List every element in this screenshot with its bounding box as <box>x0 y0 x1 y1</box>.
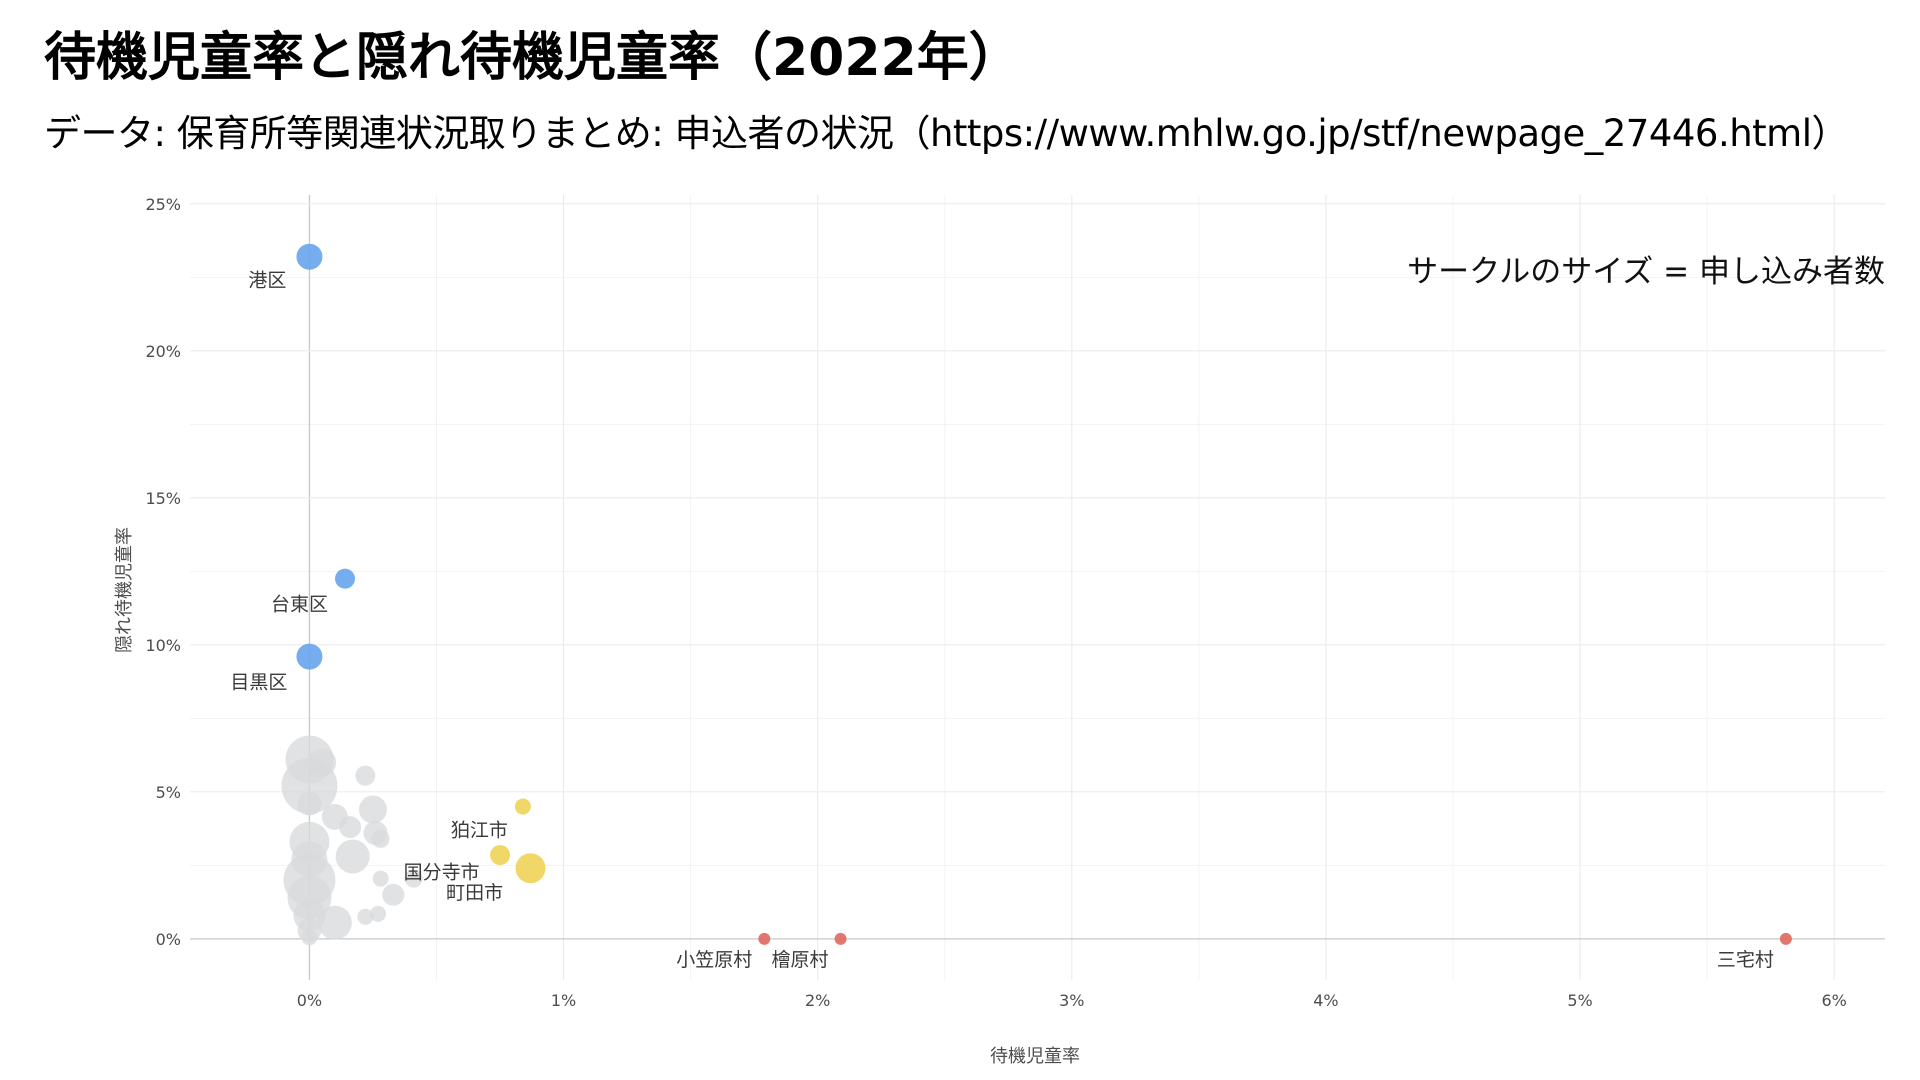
data-point <box>357 908 374 925</box>
axis-ticks: 0% 1% 2% 3% 4% 5% 6% 0% 5% 10% 15% 20% 25% <box>145 195 1846 1010</box>
data-points <box>281 243 1792 946</box>
data-point-狛江市 <box>514 798 531 815</box>
y-tick-label: 15% <box>145 489 181 508</box>
chart-title: 待機児童率と隠れ待機児童率（2022年） <box>44 28 1021 88</box>
x-tick-label: 3% <box>1059 991 1084 1010</box>
point-label: 檜原村 <box>772 948 829 971</box>
y-tick-label: 10% <box>145 636 181 655</box>
x-tick-label: 0% <box>297 991 322 1010</box>
chart-subtitle: データ: 保育所等関連状況取りまとめ: 申込者の状況（https://www.m… <box>44 112 1849 155</box>
x-tick-label: 2% <box>805 991 830 1010</box>
point-label: 狛江市 <box>451 820 508 842</box>
x-tick-label: 1% <box>551 991 576 1010</box>
data-point <box>297 791 322 816</box>
y-tick-label: 25% <box>145 195 181 214</box>
y-tick-label: 5% <box>156 783 181 802</box>
data-point <box>308 748 337 777</box>
data-point-台東区 <box>335 568 356 589</box>
point-label: 三宅村 <box>1717 949 1774 971</box>
point-label: 町田市 <box>446 882 503 904</box>
data-point-檜原村 <box>834 932 847 945</box>
size-legend-annotation: サークルのサイズ = 申し込み者数 <box>1407 254 1885 290</box>
data-point <box>371 829 390 848</box>
data-point <box>515 853 546 884</box>
point-label: 目黒区 <box>230 672 287 694</box>
x-tick-label: 5% <box>1567 991 1592 1010</box>
grid-lines <box>190 195 1885 980</box>
x-tick-label: 6% <box>1821 991 1846 1010</box>
data-point <box>358 795 387 824</box>
x-tick-label: 4% <box>1313 991 1338 1010</box>
data-point <box>372 870 389 887</box>
y-axis-title: 隠れ待機児童率 <box>114 527 135 653</box>
data-point <box>339 816 362 839</box>
x-axis-title: 待機児童率 <box>990 1046 1080 1067</box>
data-point-目黒区 <box>296 643 323 670</box>
data-point <box>404 869 423 888</box>
data-point <box>490 845 511 866</box>
point-label: 港区 <box>248 270 286 292</box>
data-point-港区 <box>296 243 323 270</box>
y-tick-label: 20% <box>145 342 181 361</box>
data-point <box>355 765 376 786</box>
data-point-小笠原村 <box>758 932 771 945</box>
data-point <box>317 905 352 940</box>
point-label: 国分寺市 <box>404 862 480 884</box>
data-point <box>301 929 318 946</box>
y-tick-label: 0% <box>156 930 181 949</box>
data-point <box>335 839 370 874</box>
point-label: 台東区 <box>271 594 328 616</box>
point-label: 小笠原村 <box>676 949 752 971</box>
data-point <box>370 905 387 922</box>
data-point <box>382 883 405 906</box>
data-point-三宅村 <box>1779 932 1792 945</box>
